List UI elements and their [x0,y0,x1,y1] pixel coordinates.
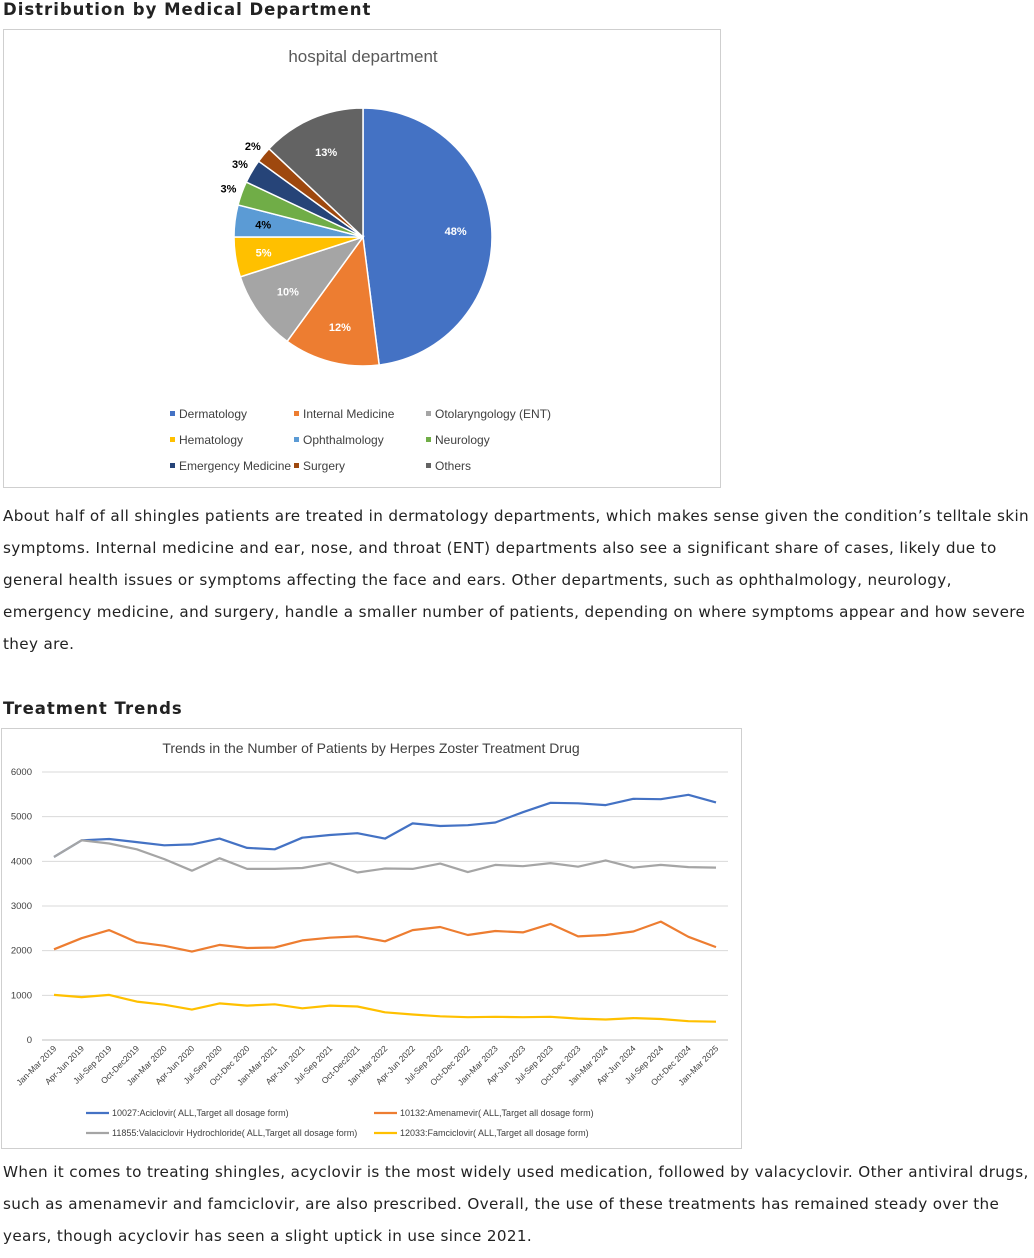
pie-slice-otolaryngology-ent [239,235,365,343]
pie-legend-label: Emergency Medicine [179,459,291,473]
line-legend-label: 11855:Valaciclovir Hydrochloride( ALL,Ta… [112,1128,357,1138]
pie-legend-item-dermatology: Dermatology [170,407,247,421]
line-legend-item-aciclovir: 10027:Aciclovir( ALL,Target all dosage f… [86,1108,289,1118]
pie-legend-label: Surgery [303,459,345,473]
pie-legend-label: Hematology [179,433,243,447]
line-chart-frame: Trends in the Number of Patients by Herp… [1,728,742,1149]
pie-legend-item-otolaryngology-ent: Otolaryngology (ENT) [426,407,551,421]
pie-legend-item-hematology: Hematology [170,433,243,447]
pie-legend-item-others: Others [426,459,471,473]
pie-legend-item-internal-medicine: Internal Medicine [294,407,395,421]
treatment-paragraph: When it comes to treating shingles, acyc… [3,1163,1029,1245]
pie-legend-swatch [170,411,175,416]
pie-legend-swatch [426,411,431,416]
pie-legend-label: Otolaryngology (ENT) [435,407,551,421]
pie-legend-item-surgery: Surgery [294,459,345,473]
series-line-valaciclovir-hydrochloride [53,839,717,874]
pie-legend-item-neurology: Neurology [426,433,490,447]
y-tick-label: 3000 [11,901,32,912]
pie-chart-frame: hospital department 48% 12% 10% 5% 4% 3% 3% 2% 1… [3,29,721,488]
pie-slice-others [267,107,364,239]
series-line-aciclovir [53,793,717,858]
line-legend-label: 10132:Amenamevir( ALL,Target all dosage … [400,1108,594,1118]
pie-legend-item-ophthalmology: Ophthalmology [294,433,384,447]
line-legend-item-valaciclovir-hydrochloride: 11855:Valaciclovir Hydrochloride( ALL,Ta… [86,1128,357,1138]
pie-legend-label: Others [435,459,471,473]
pie-chart-title: hospital department [288,47,438,66]
pie-data-label-dermatology: 48% [445,226,467,238]
section-heading-department: Distribution by Medical Department [3,0,372,19]
line-legend-item-amenamevir: 10132:Amenamevir( ALL,Target all dosage … [374,1108,594,1118]
pie-data-label-surgery: 2% [245,141,261,153]
line-legend-item-famciclovir: 12033:Famciclovir( ALL,Target all dosage… [374,1128,589,1138]
y-tick-label: 4000 [11,856,32,867]
pie-legend-swatch [294,437,299,442]
section-heading-treatment: Treatment Trends [3,699,183,718]
y-tick-label: 6000 [11,767,32,778]
pie-legend-label: Ophthalmology [303,433,384,447]
pie-legend-label: Internal Medicine [303,407,395,421]
pie-legend-swatch [426,463,431,468]
pie-data-label-otolaryngology-ent: 10% [277,287,299,299]
y-tick-label: 5000 [11,812,32,823]
pie-legend-swatch [294,463,299,468]
pie-chart: hospital department 48% 12% 10% 5% 4% 3% 3% 2% 1… [170,47,551,473]
pie-data-label-ophthalmology: 4% [255,219,271,231]
pie-legend-swatch [170,437,175,442]
series-line-amenamevir [53,920,717,953]
pie-data-label-hematology: 5% [256,248,272,260]
pie-legend-swatch [426,437,431,442]
pie-data-label-emergency-medicine: 3% [232,159,248,171]
pie-legend-swatch [170,463,175,468]
line-legend-label: 10027:Aciclovir( ALL,Target all dosage f… [112,1108,289,1118]
line-chart-title: Trends in the Number of Patients by Herp… [162,740,579,756]
pie-legend-swatch [294,411,299,416]
y-tick-label: 2000 [11,946,32,957]
pie-data-label-others: 13% [315,147,337,159]
pie-legend-label: Dermatology [179,407,247,421]
series-line-famciclovir [53,993,717,1023]
pie-slice-internal-medicine [286,235,381,367]
pie-slice-dermatology [362,107,493,366]
line-legend-label: 12033:Famciclovir( ALL,Target all dosage… [400,1128,589,1138]
department-paragraph: About half of all shingles patients are … [3,507,1030,653]
pie-data-label-neurology: 3% [221,184,237,196]
y-tick-label: 0 [27,1035,32,1046]
pie-data-label-internal-medicine: 12% [329,322,351,334]
y-tick-label: 1000 [11,990,32,1001]
line-chart: Trends in the Number of Patients by Herp… [11,740,728,1138]
pie-legend-label: Neurology [435,433,490,447]
pie-legend-item-emergency-medicine: Emergency Medicine [170,459,291,473]
